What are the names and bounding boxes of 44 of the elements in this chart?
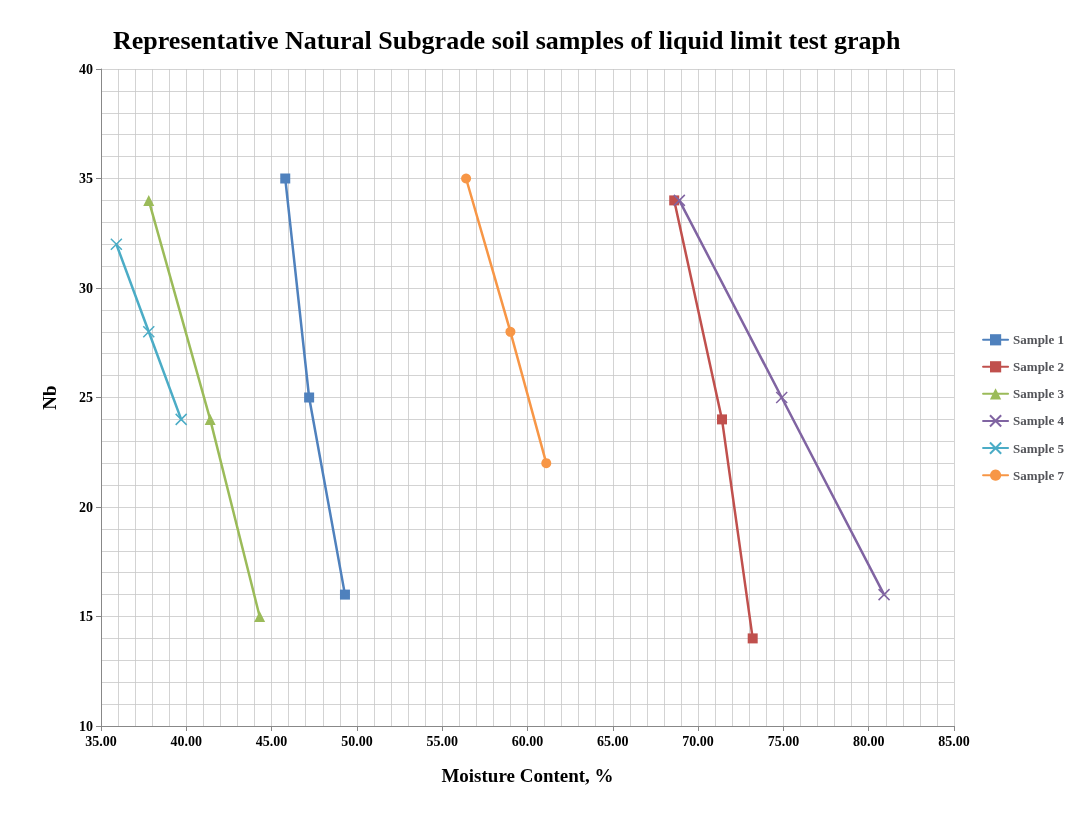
y-tick-label: 15 bbox=[79, 609, 93, 624]
legend-label: Sample 4 bbox=[1013, 413, 1065, 429]
legend-label: Sample 5 bbox=[1013, 440, 1065, 456]
y-axis-title: Nb bbox=[39, 385, 60, 410]
y-tick-label: 20 bbox=[79, 499, 93, 515]
legend-label: Sample 3 bbox=[1013, 386, 1065, 402]
y-tick-label: 35 bbox=[79, 171, 93, 186]
point bbox=[110, 237, 123, 251]
legend-label: Sample 2 bbox=[1013, 359, 1064, 375]
y-tick-label: 25 bbox=[79, 390, 93, 405]
x-tick-label: 40.00 bbox=[170, 733, 203, 749]
y-tick-label: 10 bbox=[79, 718, 93, 734]
x-tick-label: 85.00 bbox=[938, 733, 970, 749]
legend-label: Sample 7 bbox=[1013, 467, 1065, 483]
x-tick-label: 55.00 bbox=[426, 733, 458, 749]
x-tick-label: 50.00 bbox=[341, 733, 373, 749]
point bbox=[541, 458, 552, 469]
point bbox=[747, 633, 758, 644]
x-tick-label: 65.00 bbox=[597, 733, 629, 749]
point bbox=[204, 413, 216, 425]
x-axis-title: Moisture Content, % bbox=[441, 765, 614, 786]
point bbox=[143, 194, 155, 206]
x-tick-label: 75.00 bbox=[767, 733, 800, 749]
point bbox=[716, 414, 727, 425]
legend-label: Sample 1 bbox=[1013, 332, 1064, 348]
point bbox=[280, 173, 291, 184]
point bbox=[775, 391, 788, 404]
point bbox=[673, 194, 686, 207]
point bbox=[339, 589, 350, 600]
point bbox=[461, 173, 472, 184]
x-tick-label: 45.00 bbox=[255, 733, 288, 749]
point bbox=[505, 326, 516, 337]
x-tick-label: 35.00 bbox=[85, 733, 117, 749]
x-tick-label: 60.00 bbox=[511, 733, 544, 749]
y-tick-label: 30 bbox=[79, 280, 93, 296]
chart-title: Representative Natural Subgrade soil samples of liquid limit test graph bbox=[113, 25, 902, 55]
point bbox=[254, 611, 266, 622]
point bbox=[174, 413, 188, 426]
point bbox=[304, 392, 315, 403]
point bbox=[877, 588, 891, 601]
point bbox=[142, 325, 156, 339]
y-tick-label: 40 bbox=[79, 61, 93, 77]
x-tick-label: 80.00 bbox=[852, 733, 885, 749]
x-tick-label: 70.00 bbox=[682, 733, 714, 749]
